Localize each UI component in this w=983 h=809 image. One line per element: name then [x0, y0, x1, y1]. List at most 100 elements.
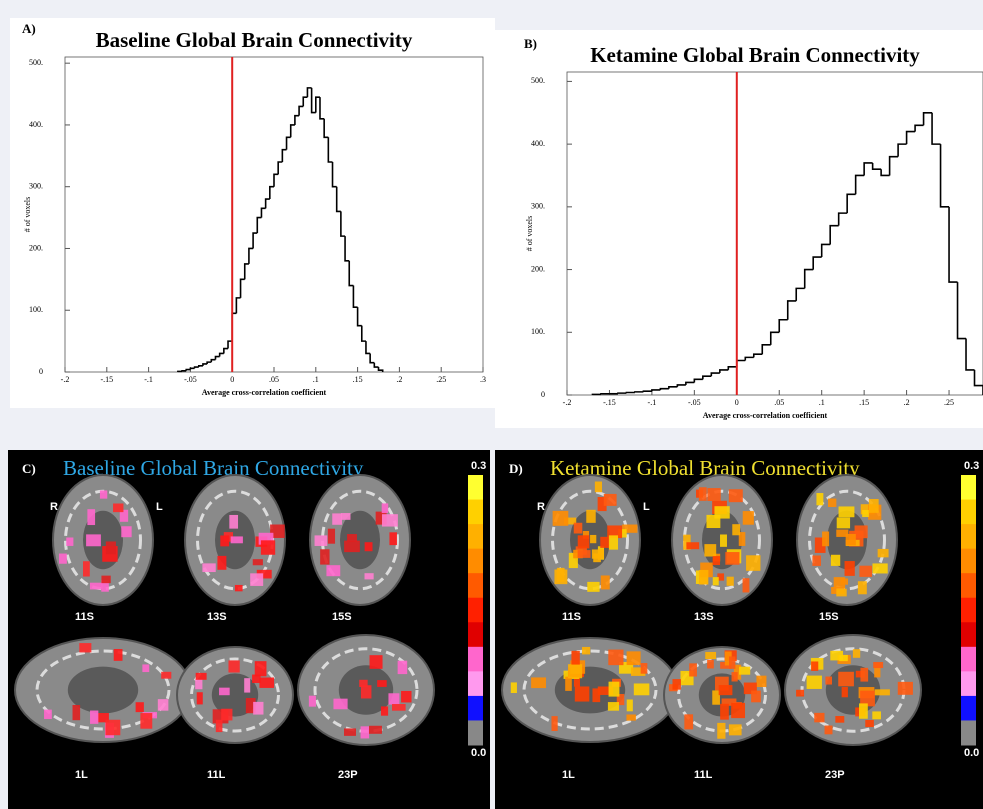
activation-blob: [705, 652, 716, 659]
activation-blob: [860, 668, 868, 682]
colorbar-segment: [468, 573, 483, 598]
activation-blob: [105, 720, 120, 735]
activation-blob: [865, 720, 874, 727]
activation-blob: [398, 661, 408, 674]
activation-blob: [365, 573, 374, 579]
y-tick-label: 300.: [531, 202, 545, 211]
activation-blob: [101, 576, 110, 584]
histogram-step: [643, 391, 651, 392]
colorbar-segment: [961, 696, 976, 721]
activation-blob: [587, 582, 599, 592]
hemisphere-label: L: [156, 501, 163, 513]
activation-blob: [197, 692, 203, 704]
activation-blob: [196, 673, 207, 680]
slice-label: 23P: [825, 769, 845, 781]
panel-label: D): [509, 461, 523, 476]
panel-label: B): [524, 36, 537, 51]
panel-b-bg: [495, 30, 983, 428]
activation-blob: [837, 517, 850, 528]
y-tick-label: 500.: [531, 76, 545, 85]
activation-blob: [106, 541, 116, 554]
slice-label: 1L: [562, 769, 575, 781]
x-tick-label: .1: [819, 398, 825, 407]
activation-blob: [344, 728, 356, 735]
activation-blob: [100, 490, 107, 498]
activation-blob: [822, 531, 829, 546]
activation-blob: [79, 643, 91, 652]
activation-blob: [392, 704, 406, 711]
histogram-step: [592, 394, 600, 395]
colorbar-label: 0.3: [964, 460, 979, 472]
activation-blob: [746, 555, 760, 571]
activation-blob: [571, 651, 579, 665]
activation-blob: [835, 716, 844, 723]
activation-blob: [717, 723, 725, 739]
colorbar-segment: [468, 647, 483, 672]
x-tick-label: .05: [269, 375, 279, 384]
activation-blob: [816, 493, 823, 505]
y-tick-label: 200.: [29, 243, 43, 252]
y-tick-label: 0: [39, 367, 43, 376]
x-tick-label: .05: [774, 398, 784, 407]
activation-blob: [592, 688, 600, 702]
activation-blob: [859, 703, 868, 718]
colorbar-segment: [961, 720, 976, 745]
activation-blob: [377, 680, 387, 687]
activation-blob: [595, 482, 602, 493]
activation-blob: [811, 661, 818, 670]
colorbar-segment: [468, 524, 483, 549]
colorbar-segment: [961, 622, 976, 647]
activation-blob: [217, 556, 226, 570]
activation-blob: [113, 503, 123, 512]
y-tick-label: 500.: [29, 58, 43, 67]
activation-blob: [565, 677, 572, 691]
figure: A)Baseline Global Brain Connectivity# of…: [0, 0, 983, 809]
hemisphere-label: L: [643, 501, 650, 513]
activation-blob: [219, 688, 230, 696]
activation-blob: [73, 705, 81, 720]
y-tick-label: 400.: [531, 139, 545, 148]
activation-blob: [114, 649, 123, 661]
histogram-step: [182, 371, 186, 372]
y-tick-label: 400.: [29, 120, 43, 129]
activation-blob: [235, 585, 243, 591]
activation-blob: [713, 556, 720, 565]
y-axis-label: # of voxels: [23, 197, 32, 233]
activation-blob: [609, 682, 620, 697]
activation-blob: [634, 683, 650, 695]
activation-blob: [253, 702, 263, 715]
x-tick-label: -.2: [61, 375, 70, 384]
activation-blob: [872, 711, 881, 719]
activation-blob: [807, 676, 822, 689]
activation-blob: [121, 526, 131, 537]
activation-blob: [841, 578, 848, 584]
slice-label: 15S: [332, 611, 352, 623]
y-tick-label: 200.: [531, 264, 545, 273]
activation-blob: [828, 499, 836, 507]
x-tick-label: -.05: [688, 398, 701, 407]
hemisphere-label: R: [537, 501, 545, 513]
activation-blob: [347, 534, 357, 542]
activation-blob: [878, 549, 889, 557]
y-tick-label: 100.: [29, 305, 43, 314]
activation-blob: [830, 651, 843, 661]
activation-blob: [872, 563, 887, 573]
activation-blob: [578, 550, 591, 558]
activation-blob: [582, 647, 590, 654]
activation-blob: [704, 544, 716, 556]
activation-blob: [259, 678, 274, 688]
slice-label: 11L: [207, 769, 226, 781]
colorbar-segment: [961, 549, 976, 574]
colorbar-label: 0.3: [471, 460, 486, 472]
colorbar-segment: [468, 622, 483, 647]
activation-blob: [202, 563, 215, 572]
activation-blob: [261, 540, 275, 554]
activation-blob: [83, 561, 90, 576]
activation-blob: [320, 549, 329, 564]
x-tick-label: .2: [396, 375, 402, 384]
activation-blob: [388, 693, 399, 704]
activation-blob: [389, 532, 397, 545]
colorbar-segment: [468, 696, 483, 721]
slice-label: 13S: [207, 611, 227, 623]
x-tick-label: .2: [904, 398, 910, 407]
